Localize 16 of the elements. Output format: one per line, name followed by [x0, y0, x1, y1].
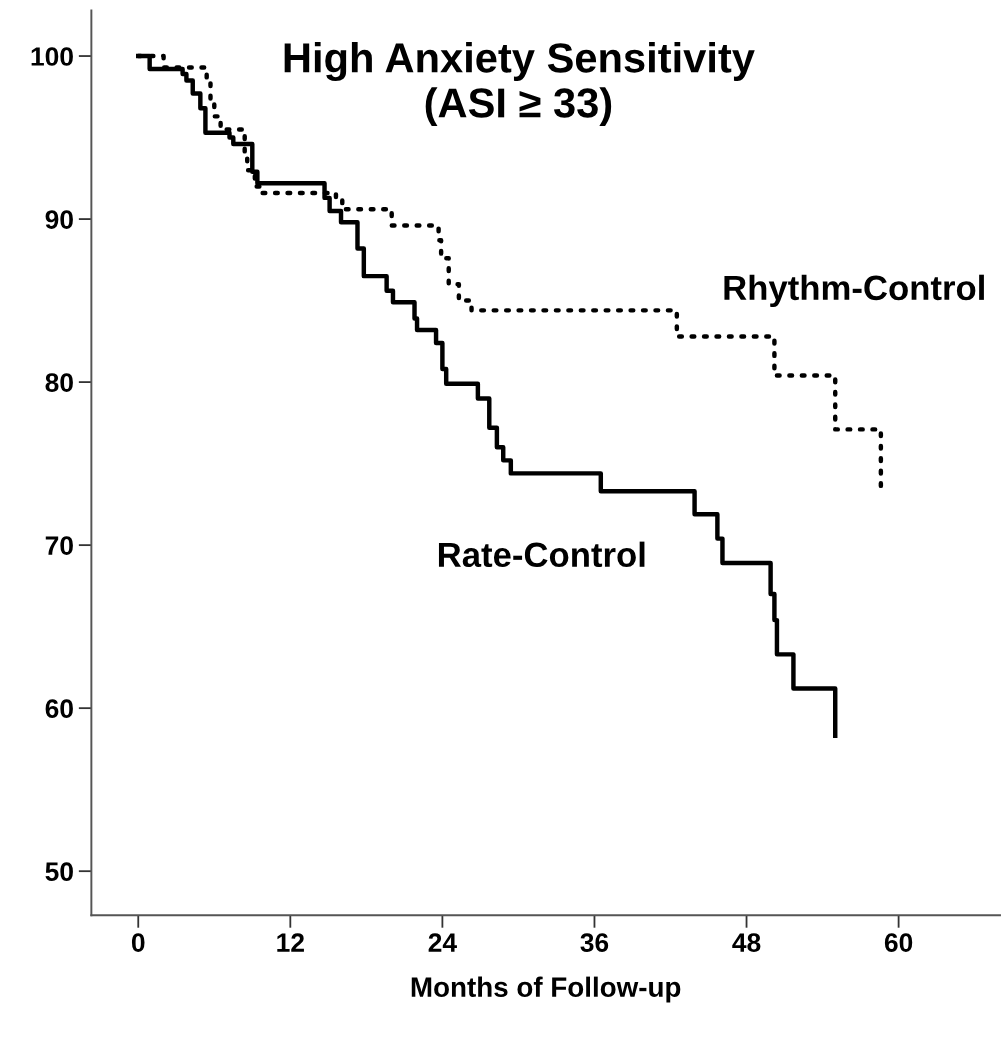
x-tick-label: 24	[428, 933, 457, 952]
y-tick-label: 90	[45, 210, 73, 229]
x-axis-title: Months of Follow-up	[411, 976, 681, 1003]
y-tick-label: 70	[45, 536, 73, 555]
text: High Anxiety Sensitivity (ASI ≥ 33)	[284, 42, 755, 126]
x-tick-label: 60	[884, 933, 913, 952]
x-tick-label: 12	[277, 933, 304, 952]
x-tick-label: 48	[732, 933, 761, 952]
y-tick-label: 60	[45, 699, 73, 718]
x-tick-label: 36	[580, 933, 609, 952]
y-tick-label: 100	[31, 47, 73, 66]
series-label: Rhythm-Control	[724, 274, 984, 308]
x-tick-label: 0	[131, 933, 145, 952]
y-tick-label: 80	[45, 373, 73, 392]
y-tick-label: 50	[45, 862, 73, 881]
series-label: Rate-Control	[438, 541, 645, 568]
